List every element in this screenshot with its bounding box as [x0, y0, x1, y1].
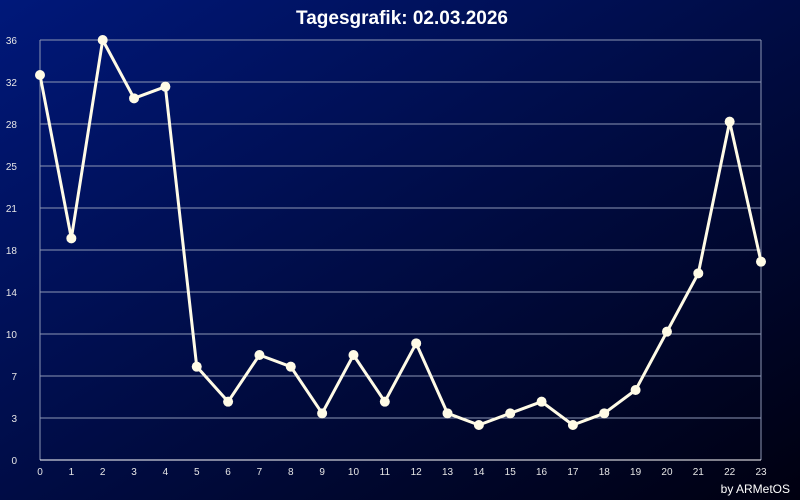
y-tick-label: 7 [11, 372, 17, 383]
series-line [38, 38, 763, 427]
y-tick-label: 28 [6, 120, 18, 131]
x-tick-label: 8 [288, 467, 294, 478]
data-point [567, 420, 578, 430]
x-tick-label: 0 [37, 467, 43, 478]
series-polyline [38, 38, 763, 427]
data-point [756, 256, 766, 267]
x-tick-label: 15 [505, 467, 517, 478]
data-point [536, 396, 547, 407]
data-point [254, 350, 265, 360]
data-point [411, 338, 422, 349]
x-tick-label: 5 [194, 467, 200, 478]
x-tick-label: 23 [755, 467, 767, 478]
grid-lines [40, 39, 761, 419]
data-point [505, 408, 516, 419]
x-tick-label: 20 [661, 467, 673, 478]
x-tick-label: 10 [348, 467, 360, 478]
data-point [191, 361, 202, 372]
y-tick-label: 10 [6, 330, 18, 341]
data-point [348, 350, 359, 360]
x-tick-label: 12 [411, 467, 423, 478]
data-point [693, 268, 704, 279]
y-tick-label: 25 [6, 162, 18, 173]
data-point [160, 81, 171, 92]
data-point [97, 35, 108, 45]
y-tick-label: 14 [6, 288, 18, 299]
data-point [661, 326, 672, 337]
x-tick-label: 16 [536, 467, 548, 478]
x-tick-label: 7 [257, 467, 263, 478]
data-point [442, 408, 453, 419]
y-tick-label: 36 [6, 36, 18, 47]
data-point [473, 420, 484, 430]
chart-credit: by ARMetOS [721, 482, 790, 496]
y-tick-label: 21 [6, 204, 18, 215]
data-point [317, 408, 328, 419]
y-tick-label: 32 [6, 78, 18, 89]
x-tick-label: 19 [630, 467, 642, 478]
y-tick-labels: 0 3 7 10 14 18 21 25 28 32 36 [6, 36, 18, 467]
axes [39, 40, 762, 461]
chart-title: Tagesgrafik: 02.03.2026 [296, 8, 508, 29]
x-tick-label: 6 [225, 467, 231, 478]
data-point [35, 70, 45, 80]
y-tick-label: 0 [11, 456, 17, 467]
data-point [379, 396, 390, 407]
data-point [223, 396, 234, 407]
y-tick-label: 18 [6, 246, 18, 257]
x-tick-label: 21 [693, 467, 705, 478]
x-tick-label: 4 [163, 467, 169, 478]
data-point [724, 116, 735, 127]
x-tick-label: 2 [100, 467, 106, 478]
data-point [129, 93, 140, 104]
y-tick-label: 3 [11, 414, 17, 425]
data-point [630, 385, 641, 395]
x-tick-label: 11 [380, 467, 391, 478]
x-tick-labels: 0 1 2 3 4 5 6 7 8 9 10 11 12 13 14 15 16 17 18 19 20 21 22 23 [37, 467, 767, 478]
x-tick-label: 22 [724, 467, 736, 478]
x-tick-label: 18 [599, 467, 611, 478]
x-tick-label: 17 [567, 467, 579, 478]
data-points [35, 35, 766, 430]
data-point [599, 408, 610, 419]
data-point [285, 361, 296, 372]
x-tick-label: 9 [319, 467, 325, 478]
x-tick-label: 13 [442, 467, 454, 478]
x-tick-label: 14 [473, 467, 485, 478]
x-tick-label: 1 [69, 467, 75, 478]
data-point [66, 233, 77, 244]
x-tick-label: 3 [131, 467, 137, 478]
